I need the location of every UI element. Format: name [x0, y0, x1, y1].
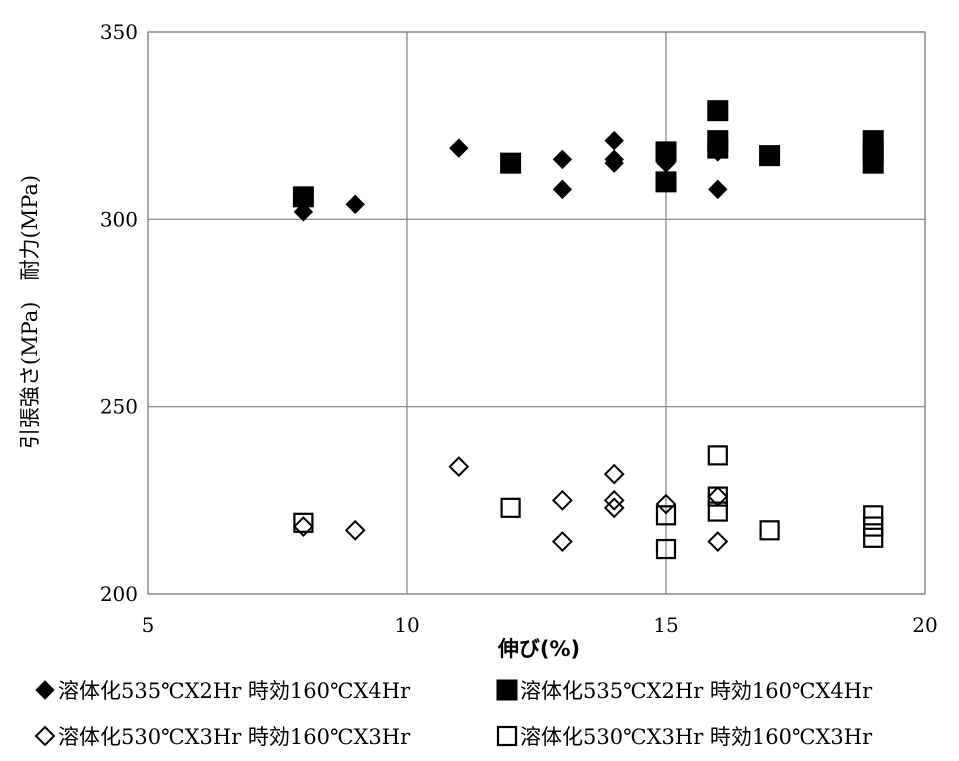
legend-item-3: 溶体化530℃X3Hr 時効160℃X3Hr — [34, 725, 411, 749]
data-point — [551, 489, 573, 511]
series-2 — [292, 100, 884, 208]
data-point — [707, 531, 729, 552]
data-point — [500, 152, 522, 174]
legend-marker — [496, 679, 518, 701]
legend-item-1: 溶体化535℃X2Hr 時効160℃X4Hr — [35, 679, 411, 703]
data-point — [862, 152, 884, 174]
data-point — [707, 137, 729, 159]
data-point — [707, 501, 728, 522]
data-point — [708, 179, 728, 200]
x-tick-label: 5 — [142, 613, 155, 637]
data-point — [655, 505, 677, 526]
x-axis-label: 伸び(%) — [497, 637, 580, 661]
legend-label: 溶体化530℃X3Hr 時効160℃X3Hr — [58, 725, 411, 749]
legend-label: 溶体化535℃X2Hr 時効160℃X4Hr — [520, 679, 873, 703]
legend-marker — [34, 725, 56, 747]
data-point — [655, 171, 677, 193]
x-tick-label: 15 — [653, 613, 678, 637]
data-point — [655, 538, 677, 560]
data-point — [759, 145, 781, 167]
data-point — [344, 519, 366, 541]
data-point — [448, 456, 470, 478]
data-point — [551, 531, 573, 552]
data-point — [292, 516, 314, 537]
y-tick-label: 250 — [100, 395, 138, 419]
data-point — [603, 463, 625, 485]
y-tick-label: 300 — [100, 207, 138, 231]
data-point — [449, 138, 469, 158]
data-point — [707, 100, 729, 122]
x-axis-ticks: 5 10 15 20 — [142, 613, 938, 637]
legend-marker — [35, 680, 55, 700]
y-tick-label: 350 — [100, 20, 138, 44]
y-axis-ticks: 200 250 300 350 — [100, 20, 138, 606]
y-tick-label: 200 — [100, 582, 138, 606]
x-tick-label: 20 — [912, 613, 937, 637]
data-points — [292, 100, 884, 560]
data-point — [655, 493, 677, 515]
series-4 — [293, 445, 884, 560]
data-point — [863, 505, 884, 526]
data-point — [552, 179, 573, 200]
data-point — [603, 497, 625, 519]
legend: 溶体化535℃X2Hr 時効160℃X4Hr 溶体化535℃X2Hr 時効160℃… — [34, 679, 873, 749]
data-point — [345, 194, 365, 215]
data-point — [293, 512, 314, 533]
legend-label: 溶体化530℃X3Hr 時効160℃X3Hr — [520, 725, 873, 749]
legend-item-2: 溶体化535℃X2Hr 時効160℃X4Hr — [496, 679, 873, 703]
data-point — [500, 497, 521, 518]
data-point — [655, 141, 677, 163]
legend-marker — [496, 725, 518, 747]
data-point — [552, 149, 573, 170]
data-point — [604, 130, 624, 151]
series-3 — [292, 456, 729, 552]
data-point — [604, 153, 624, 173]
data-point — [863, 516, 884, 537]
x-tick-label: 10 — [394, 613, 419, 637]
legend-item-4: 溶体化530℃X3Hr 時効160℃X3Hr — [496, 725, 873, 749]
data-point — [863, 527, 884, 548]
data-point — [292, 186, 314, 208]
data-point — [759, 520, 780, 541]
y-axis-label: 引張強さ(MPa) 耐力(MPa) — [18, 175, 42, 449]
data-point — [707, 486, 728, 507]
legend-label: 溶体化535℃X2Hr 時効160℃X4Hr — [58, 679, 411, 703]
data-point — [707, 445, 728, 466]
plot-area — [147, 31, 926, 595]
data-point — [603, 489, 625, 511]
